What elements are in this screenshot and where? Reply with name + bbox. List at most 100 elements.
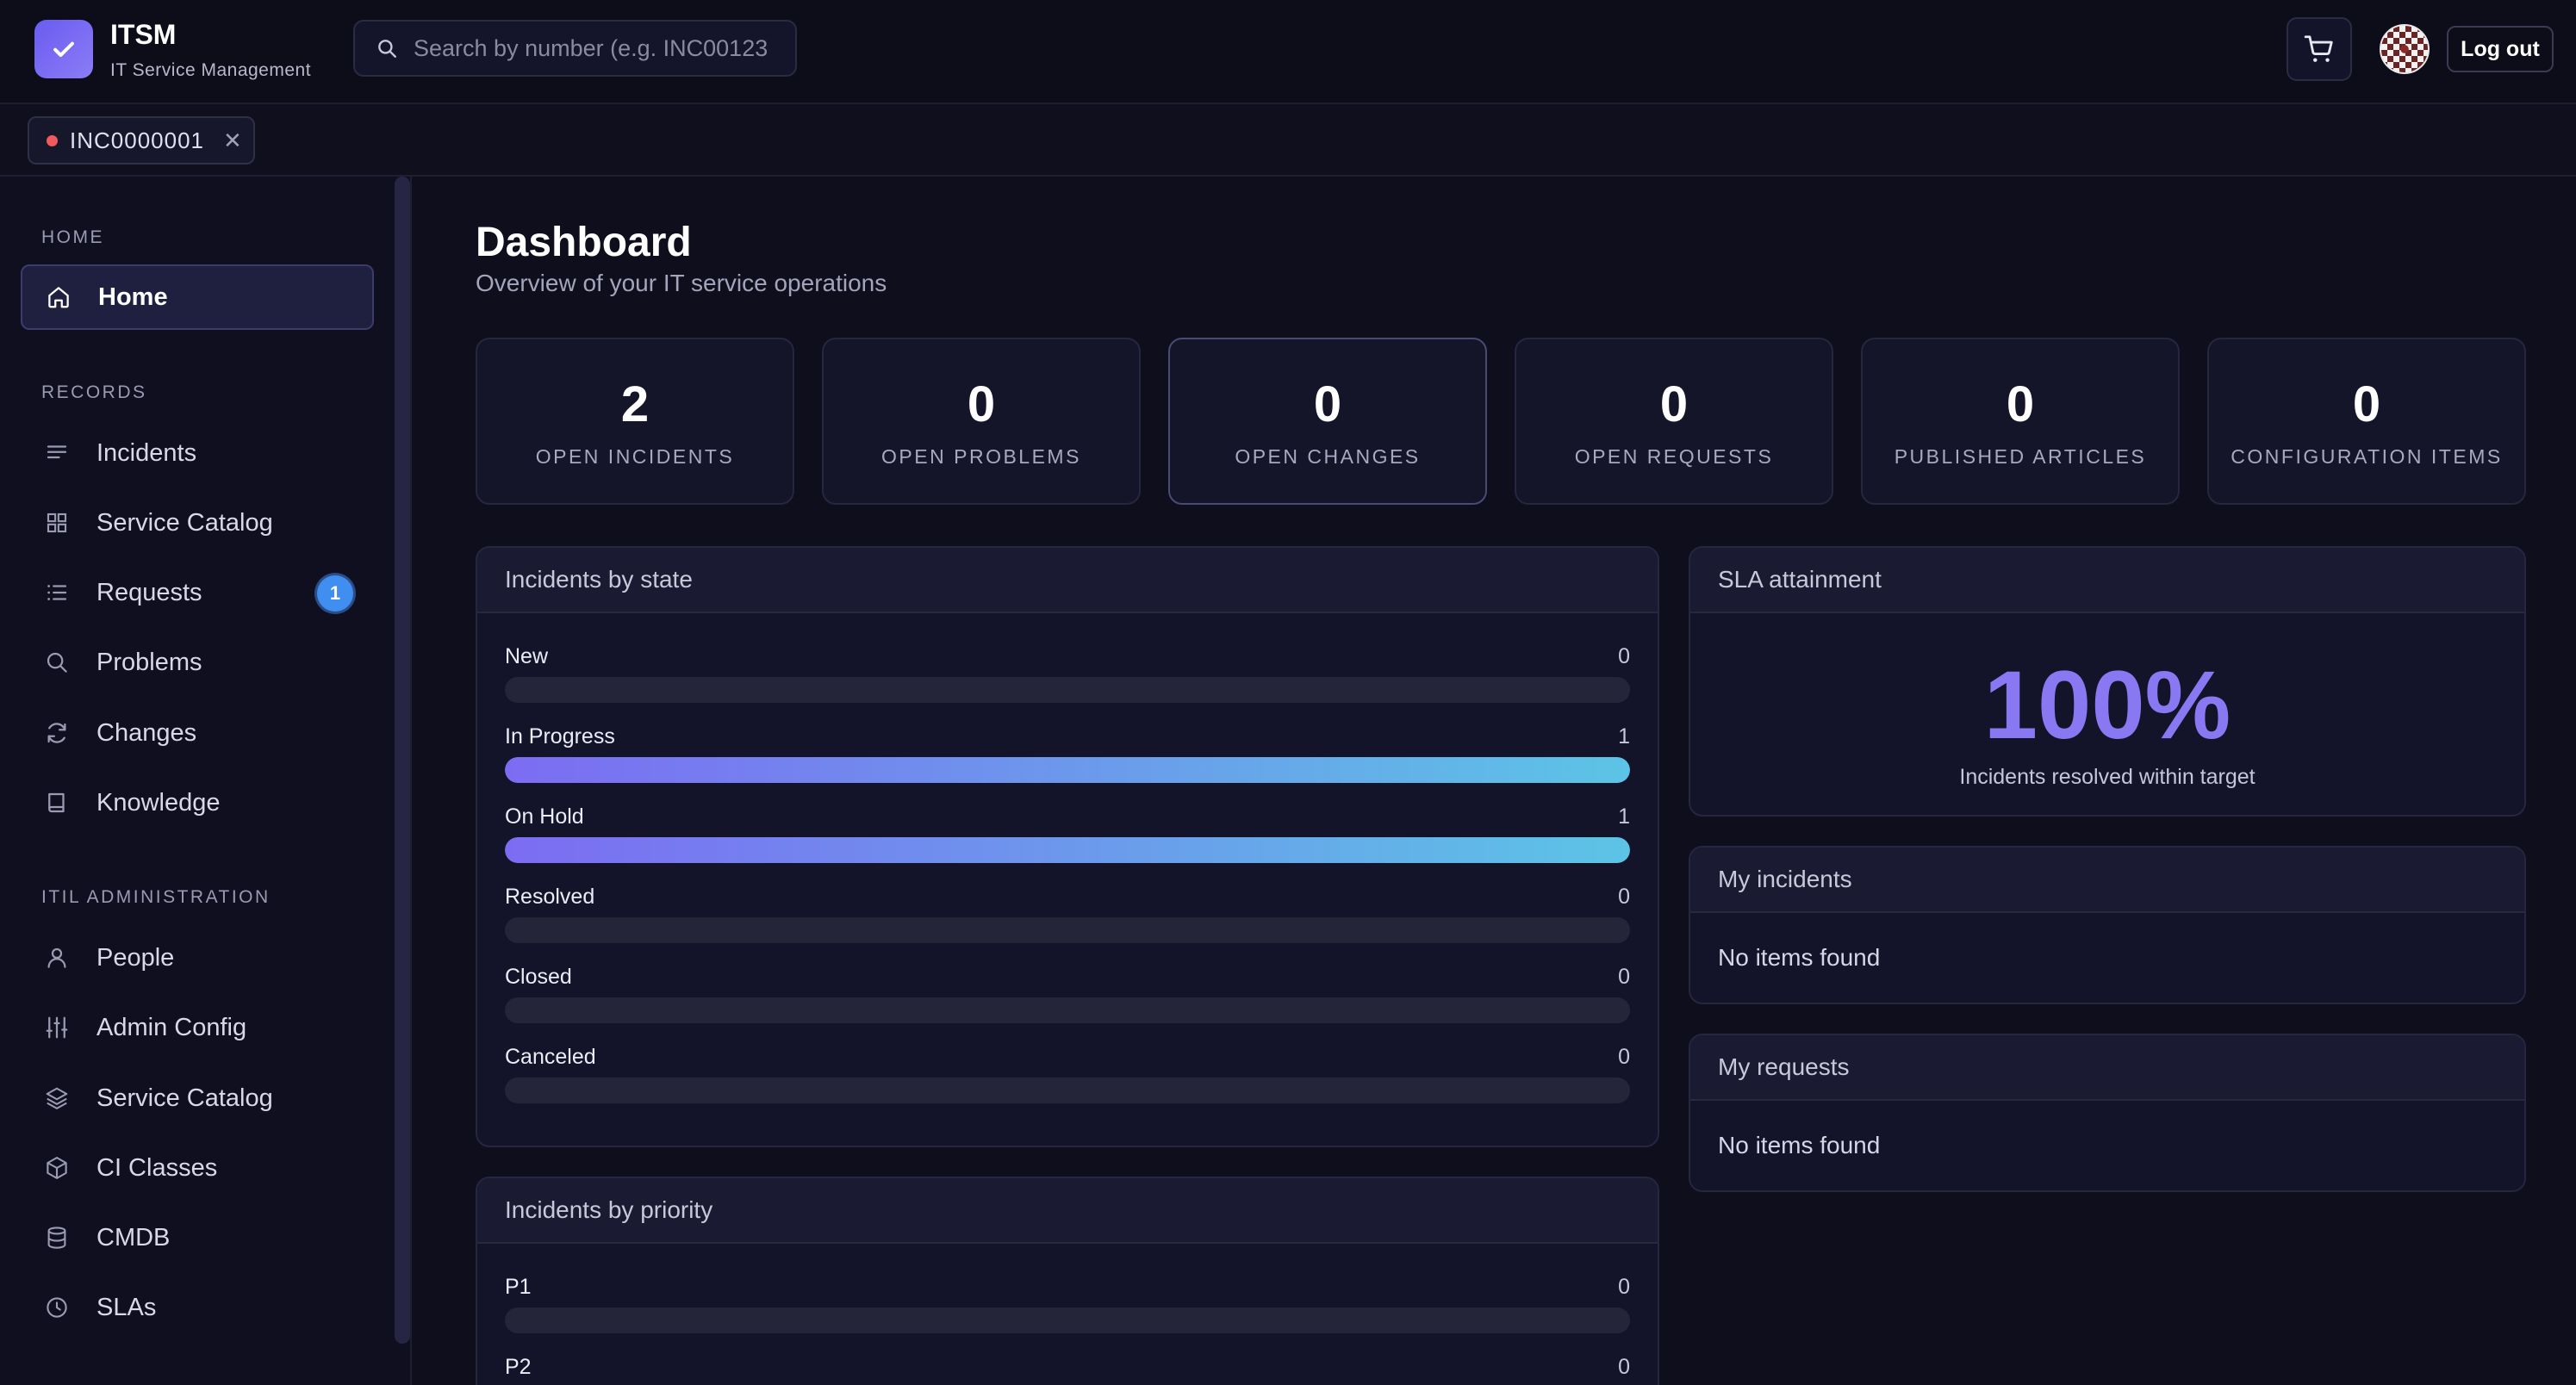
sidebar-item-service-catalog-admin[interactable]: Service Catalog [21,1065,374,1131]
avatar[interactable] [2380,24,2430,74]
bar-track [505,997,1630,1023]
bar-track [505,837,1630,863]
bar-label: On Hold [505,804,584,829]
bar-track [505,757,1630,783]
bar-count: 0 [1618,644,1630,668]
sidebar-item-service-catalog[interactable]: Service Catalog [21,490,374,556]
sidebar-item-problems[interactable]: Problems [21,630,374,695]
sla-caption: Incidents resolved within target [1959,765,2256,789]
sidebar-item-ci-classes[interactable]: CI Classes [21,1135,374,1201]
stat-value: 2 [620,376,650,432]
cart-button[interactable] [2287,17,2352,81]
incidents-by-priority-panel: Incidents by priority P1 0 P2 0 [476,1177,1659,1385]
page-title: Dashboard [476,220,692,265]
bar-count: 0 [1618,1275,1630,1299]
panel-title: SLA attainment [1690,548,2524,613]
record-tab-label: INC0000001 [70,127,204,153]
cube-icon [43,1154,71,1182]
bar-fill [505,757,1630,783]
sidebar-item-label: Admin Config [96,1013,247,1041]
bar-count: 0 [1618,1045,1630,1069]
sidebar-item-label: Home [98,283,168,311]
stat-card-configuration-items[interactable]: 0 CONFIGURATION ITEMS [2207,338,2526,505]
section-label-home: HOME [41,227,104,247]
bar-fill [505,837,1630,863]
sidebar-item-changes[interactable]: Changes [21,700,374,766]
logout-button[interactable]: Log out [2447,26,2554,72]
bar-label: Canceled [505,1045,596,1069]
panel-title: My requests [1690,1035,2524,1101]
cart-icon [2304,35,2333,62]
stat-card-open-requests[interactable]: 0 OPEN REQUESTS [1515,338,1833,505]
brand-subtitle: IT Service Management [110,60,312,80]
sidebar-item-label: Changes [96,718,197,747]
refresh-icon [43,719,71,747]
record-tab-strip: INC0000001 ✕ [0,104,2576,177]
stat-card-published-articles[interactable]: 0 PUBLISHED ARTICLES [1861,338,2180,505]
search-icon [378,40,396,58]
stat-label: CONFIGURATION ITEMS [2231,445,2503,468]
sidebar-item-label: SLAs [96,1293,157,1321]
bar-track [505,1078,1630,1103]
check-icon [53,41,74,58]
sliders-icon [43,1014,71,1041]
sidebar-item-label: CMDB [96,1223,171,1251]
sidebar-item-incidents[interactable]: Incidents [21,420,374,486]
home-icon [45,283,72,311]
bar-track [505,677,1630,703]
stat-card-open-problems[interactable]: 0 OPEN PROBLEMS [822,338,1141,505]
sidebar-item-slas[interactable]: SLAs [21,1275,374,1340]
sidebar-item-requests[interactable]: Requests 1 [21,560,374,625]
sidebar-item-people[interactable]: People [21,925,374,991]
incidents-by-state-panel: Incidents by state New 0 In Progress 1 O… [476,546,1659,1147]
sidebar-item-admin-config[interactable]: Admin Config [21,995,374,1060]
bar-label: Closed [505,965,572,989]
status-dot [47,134,58,146]
empty-state-text: No items found [1718,1132,1881,1158]
bar-label: Resolved [505,885,595,909]
stat-value: 0 [967,376,996,432]
top-bar: ITSM IT Service Management Log out [0,0,2576,104]
stat-value: 0 [1659,376,1689,432]
sidebar-item-cmdb[interactable]: CMDB [21,1205,374,1270]
sidebar-scrollbar[interactable] [395,177,410,1344]
user-icon [43,944,71,972]
panel-title: Incidents by state [477,548,1658,613]
bar-label: New [505,644,549,668]
close-icon[interactable]: ✕ [223,127,242,153]
brand-title: ITSM [110,19,177,50]
record-tab[interactable]: INC0000001 ✕ [28,116,255,165]
section-label-records: RECORDS [41,382,147,402]
sidebar-item-home[interactable]: Home [21,264,374,330]
bar-count: 1 [1618,724,1630,748]
bar-count: 1 [1618,804,1630,829]
search-icon [43,649,71,676]
book-icon [43,789,71,817]
my-incidents-panel: My incidents No items found [1689,846,2526,1004]
sidebar-item-label: Service Catalog [96,508,273,537]
search-input[interactable] [414,34,775,62]
sidebar-item-label: People [96,943,175,972]
bar-count: 0 [1618,965,1630,989]
bar-label: P1 [505,1275,532,1299]
stat-label: OPEN INCIDENTS [535,445,735,468]
requests-count-badge: 1 [317,575,353,612]
bar-label: P2 [505,1355,532,1379]
sidebar-item-knowledge[interactable]: Knowledge [21,770,374,835]
logo[interactable] [34,20,93,78]
bar-count: 0 [1618,1355,1630,1379]
sidebar-item-label: Service Catalog [96,1084,273,1112]
stat-card-open-incidents[interactable]: 2 OPEN INCIDENTS [476,338,794,505]
sidebar-item-label: CI Classes [96,1153,218,1182]
stat-card-open-changes[interactable]: 0 OPEN CHANGES [1168,338,1487,505]
stat-value: 0 [2006,376,2035,432]
sidebar [0,177,412,1385]
database-icon [43,1224,71,1251]
sla-attainment-panel: SLA attainment 100% Incidents resolved w… [1689,546,2526,817]
sla-percentage: 100% [1983,651,2231,759]
page-subtitle: Overview of your IT service operations [476,270,887,296]
bar-label: In Progress [505,724,615,748]
sidebar-item-label: Problems [96,648,202,676]
sidebar-item-label: Requests [96,578,202,606]
section-label-itil-administration: ITIL ADMINISTRATION [41,887,271,907]
